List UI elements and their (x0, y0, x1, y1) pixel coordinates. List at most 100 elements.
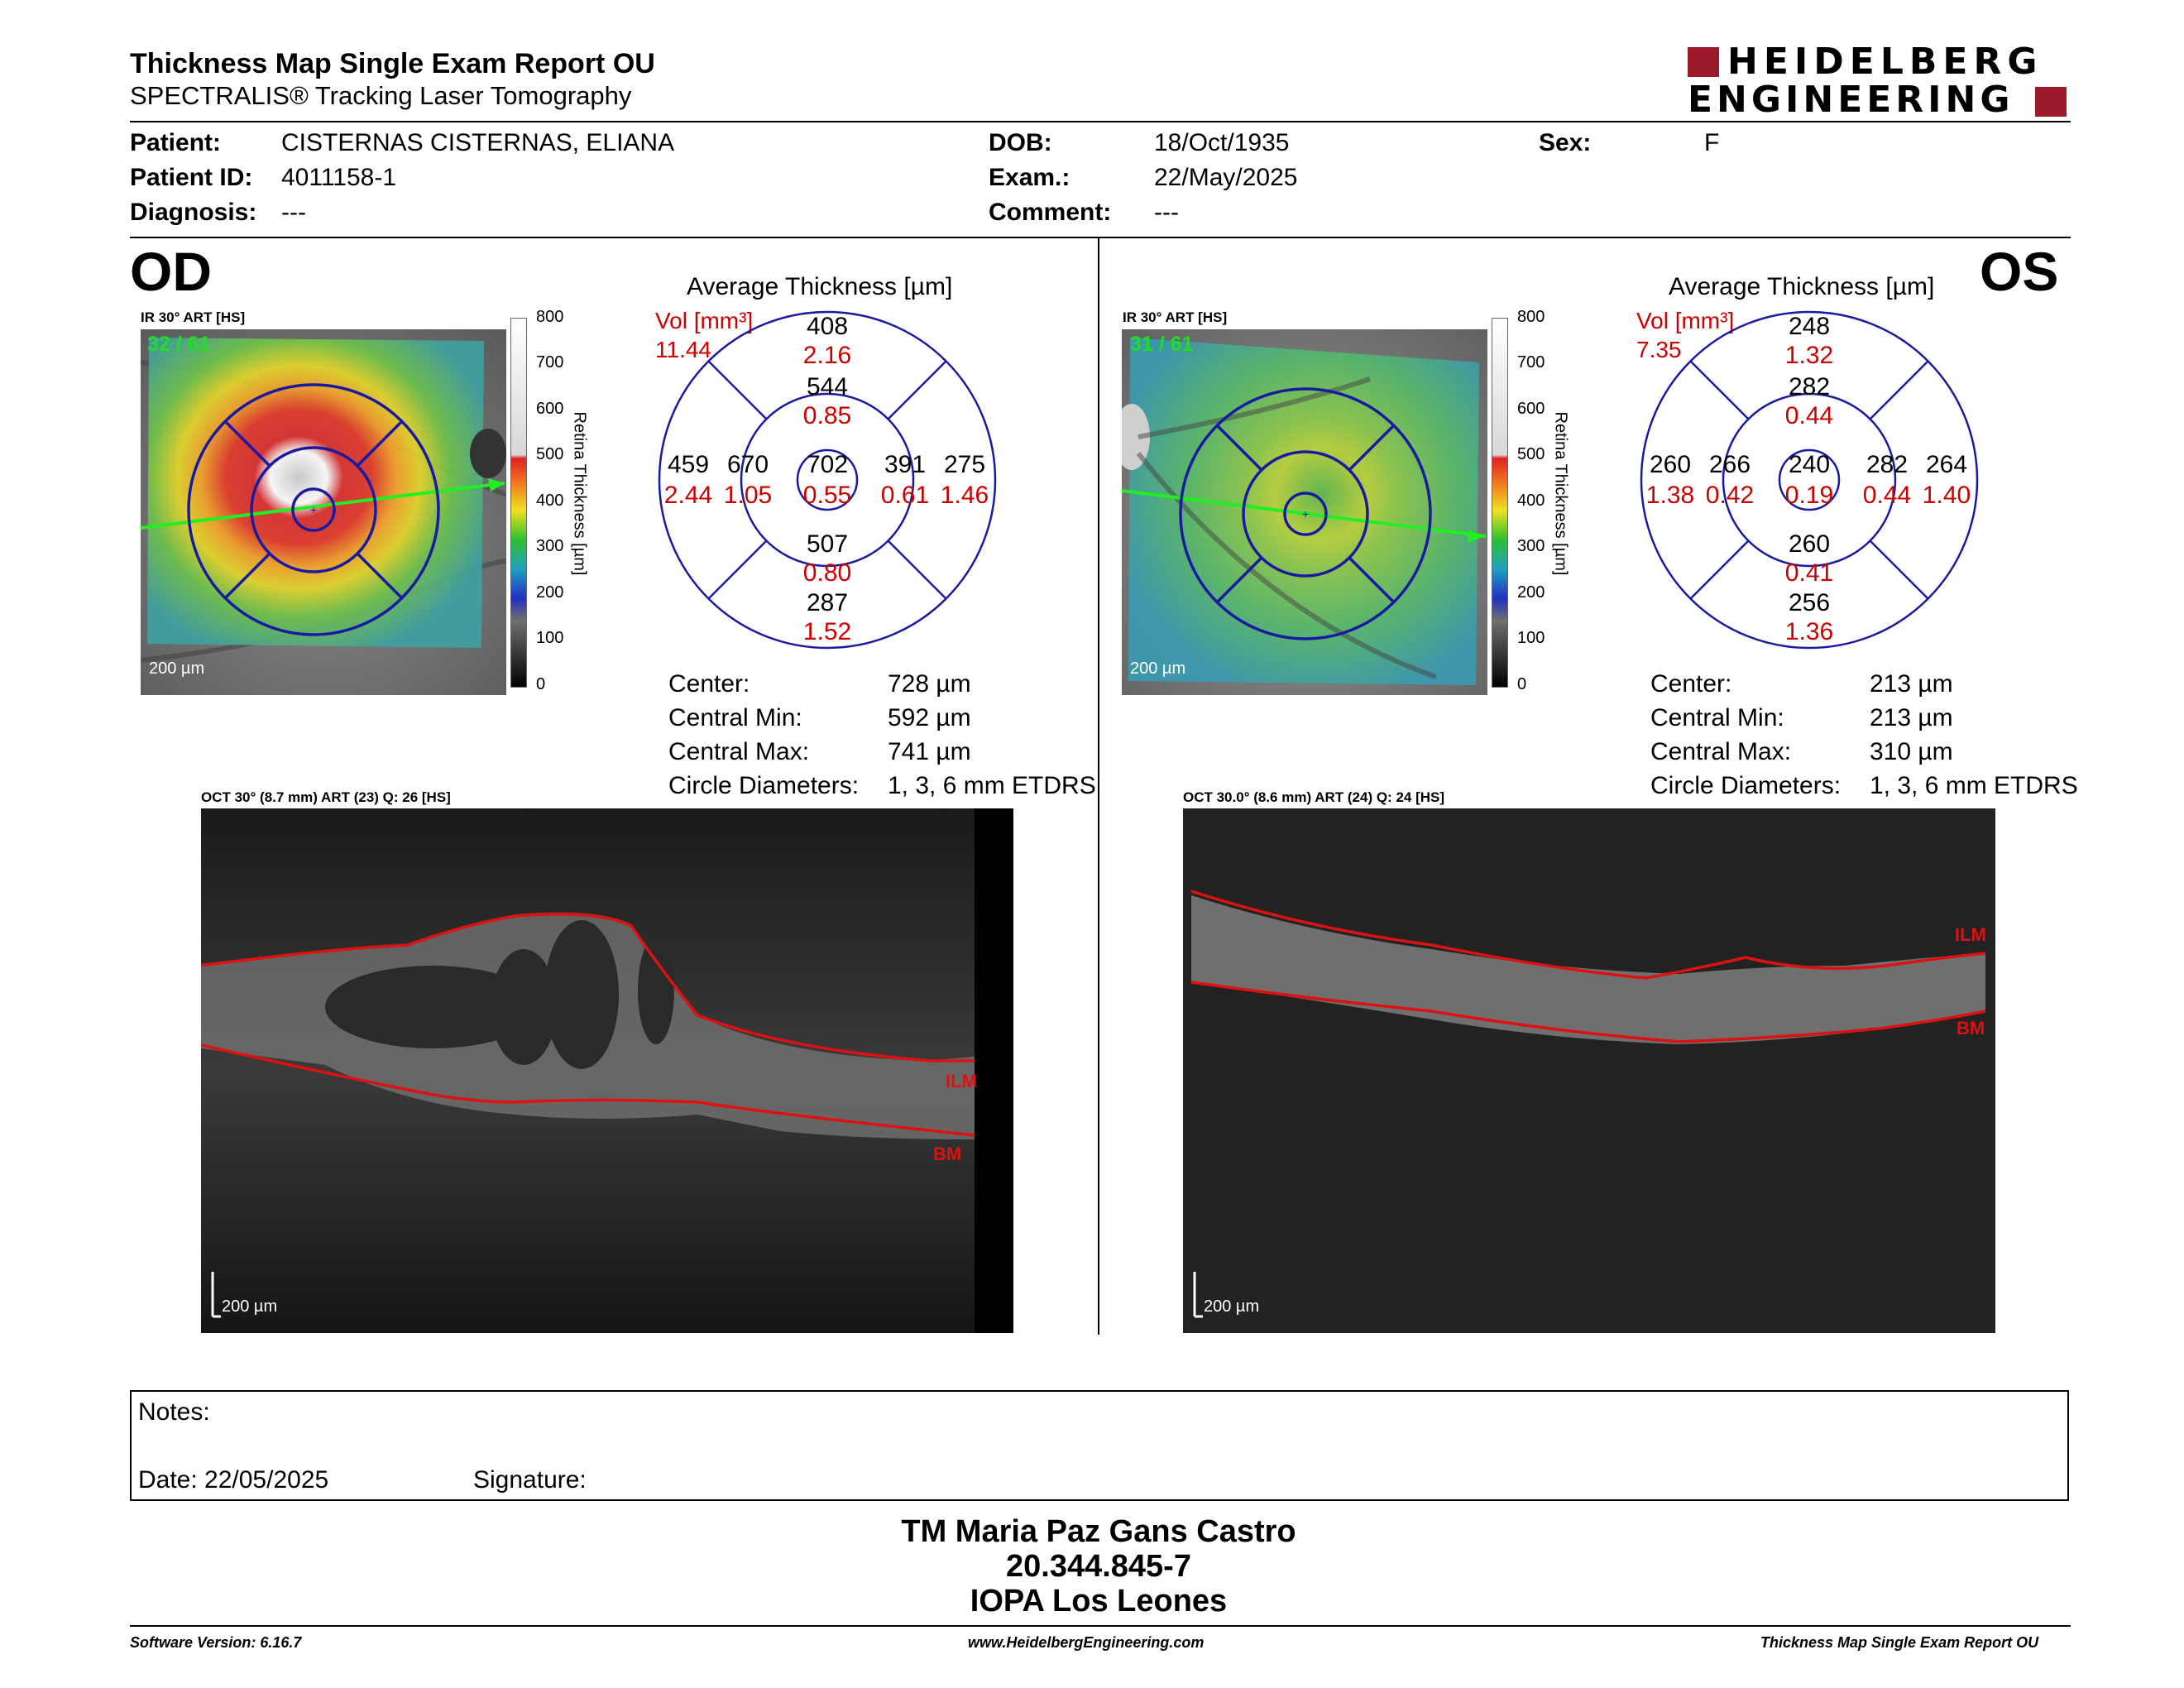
footer-url[interactable]: www.HeidelbergEngineering.com (968, 1634, 1205, 1651)
od-thickness-map: + (141, 329, 506, 695)
od-inner-left-volume: 1.05 (723, 482, 773, 509)
exam-value: 22/May/2025 (1154, 164, 1298, 191)
os-tick-200: 200 (1517, 583, 1545, 602)
od-inner-right-volume: 0.61 (880, 482, 930, 509)
od-etdrs-grid (658, 310, 997, 650)
os-vol-value: 7.35 (1636, 337, 1682, 362)
os-tick-800: 800 (1517, 308, 1545, 326)
signature-label: Signature: (473, 1466, 587, 1494)
od-fundus-scale: 200 µm (149, 659, 205, 678)
od-oct-scan: ILM BM 200 µm (201, 808, 1013, 1333)
od-tick-400: 400 (536, 492, 564, 510)
os-bm-label: BM (1956, 1018, 1985, 1038)
header-rule (130, 121, 2071, 122)
od-oct-label: OCT 30° (8.7 mm) ART (23) Q: 26 [HS] (201, 789, 451, 805)
patient-id: 4011158-1 (281, 164, 397, 191)
od-outer-left-volume: 2.44 (663, 482, 713, 509)
os-max-value: 310 µm (1870, 738, 1953, 765)
os-diam-value: 1, 3, 6 mm ETDRS (1870, 772, 2078, 799)
os-colorbar (1492, 318, 1508, 688)
od-inner-left-thickness: 670 (726, 451, 769, 478)
os-frame-count: 31 / 61 (1130, 333, 1194, 356)
exam-label: Exam.: (989, 164, 1070, 191)
os-fundus-scale: 200 µm (1130, 659, 1186, 678)
dob-label: DOB: (989, 129, 1052, 156)
os-inner-sup-volume: 0.44 (1784, 402, 1834, 429)
od-center-thickness: 702 (806, 451, 849, 478)
signer-id: 20.344.845-7 (1006, 1549, 1191, 1584)
od-vol-label: Vol [mm³] (655, 308, 754, 333)
os-inner-left-thickness: 266 (1708, 451, 1751, 478)
os-outer-sup-volume: 1.32 (1784, 342, 1834, 369)
footer-report-name: Thickness Map Single Exam Report OU (1760, 1634, 2039, 1651)
od-inner-sup-volume: 0.85 (802, 402, 852, 429)
os-center-value: 213 µm (1870, 670, 1953, 698)
os-inner-right-thickness: 282 (1866, 451, 1909, 478)
os-avg-title: Average Thickness [µm] (1669, 273, 1935, 300)
od-min-label: Central Min: (668, 704, 802, 731)
od-inner-right-thickness: 391 (884, 451, 927, 478)
os-etdrs-grid (1640, 310, 1979, 650)
patient-id-label: Patient ID: (130, 164, 253, 191)
od-outer-right-thickness: 275 (943, 451, 986, 478)
footer-rule (130, 1625, 2071, 1627)
od-inner-inf-thickness: 507 (806, 530, 849, 558)
os-outer-left-volume: 1.38 (1645, 482, 1695, 509)
od-outer-left-thickness: 459 (667, 451, 710, 478)
svg-text:+: + (1302, 507, 1309, 520)
signer-name: TM Maria Paz Gans Castro (901, 1514, 1296, 1549)
os-inner-right-volume: 0.44 (1862, 482, 1912, 509)
os-tick-500: 500 (1517, 445, 1545, 463)
od-tick-800: 800 (536, 308, 564, 326)
od-inner-inf-volume: 0.80 (802, 559, 852, 587)
os-center-label: Center: (1650, 670, 1732, 698)
patient-name: CISTERNAS CISTERNAS, ELIANA (281, 129, 675, 156)
os-min-value: 213 µm (1870, 704, 1953, 731)
os-tick-600: 600 (1517, 400, 1545, 418)
heidelberg-logo: HEIDELBERG ENGINEERING (1688, 42, 2068, 121)
brand-line2: ENGINEERING (1688, 79, 2014, 121)
os-inner-inf-thickness: 260 (1788, 530, 1831, 558)
od-tick-500: 500 (536, 445, 564, 463)
od-colorbar (510, 318, 527, 688)
report-subtitle: SPECTRALIS® Tracking Laser Tomography (130, 81, 632, 110)
diagnosis-value: --- (281, 199, 306, 226)
report-title: Thickness Map Single Exam Report OU (130, 48, 655, 79)
os-oct-scan: ILM BM 200 µm (1183, 808, 1995, 1333)
os-outer-sup-thickness: 248 (1788, 313, 1831, 340)
info-rule (130, 237, 2071, 238)
od-inner-sup-thickness: 544 (806, 373, 849, 400)
os-vol-label: Vol [mm³] (1636, 308, 1735, 333)
notes-box[interactable]: Notes: Date: 22/05/2025 Signature: (130, 1390, 2069, 1501)
od-ir-label: IR 30° ART [HS] (141, 309, 246, 325)
comment-label: Comment: (989, 199, 1112, 226)
od-outer-sup-volume: 2.16 (802, 342, 852, 369)
brand-line1: HEIDELBERG (1727, 41, 2043, 83)
svg-text:+: + (310, 503, 317, 516)
sex-label: Sex: (1539, 129, 1592, 156)
od-ilm-label: ILM (946, 1071, 977, 1091)
od-bm-label: BM (933, 1144, 961, 1164)
os-max-label: Central Max: (1650, 738, 1792, 765)
os-tick-700: 700 (1517, 353, 1545, 372)
od-tick-100: 100 (536, 629, 564, 647)
od-max-value: 741 µm (888, 738, 971, 765)
eye-label-od: OD (130, 241, 212, 302)
dob-value: 18/Oct/1935 (1154, 129, 1290, 156)
od-center-label: Center: (668, 670, 750, 698)
os-center-thickness: 240 (1788, 451, 1831, 478)
sex-value: F (1704, 129, 1720, 156)
od-oct-scale: 200 µm (222, 1297, 277, 1316)
comment-value: --- (1154, 199, 1179, 226)
os-thickness-map: + (1122, 329, 1487, 695)
date-label: Date: 22/05/2025 (138, 1466, 329, 1494)
od-center-value: 728 µm (888, 670, 971, 698)
os-inner-inf-volume: 0.41 (1784, 559, 1834, 587)
os-outer-inf-thickness: 256 (1788, 589, 1831, 616)
os-diam-label: Circle Diameters: (1650, 772, 1842, 799)
od-center-volume: 0.55 (802, 482, 852, 509)
notes-label: Notes: (138, 1398, 210, 1426)
os-inner-left-volume: 0.42 (1705, 482, 1755, 509)
patient-label: Patient: (130, 129, 222, 156)
od-tick-300: 300 (536, 537, 564, 555)
